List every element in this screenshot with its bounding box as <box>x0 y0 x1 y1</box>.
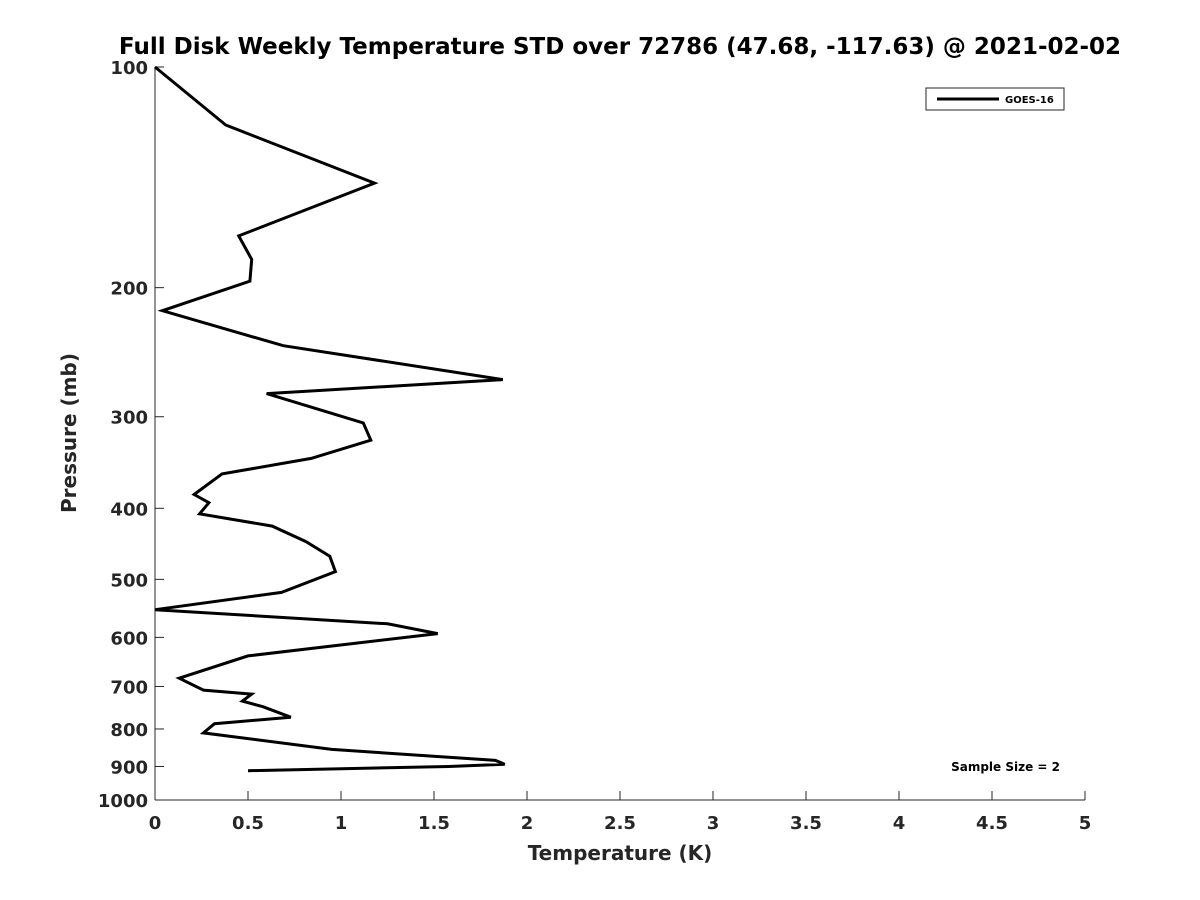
y-tick-label: 400 <box>110 499 148 520</box>
y-tick-label: 1000 <box>98 791 148 812</box>
sample-size-annotation: Sample Size = 2 <box>951 760 1060 774</box>
y-axis-ticks: 100 200 300 400 500 600 700 800 900 1000 <box>98 58 164 812</box>
legend-entry-goes-16: GOES-16 <box>1005 95 1054 106</box>
y-tick-label: 300 <box>110 408 148 429</box>
x-tick-label: 4 <box>893 813 906 834</box>
x-tick-label: 3 <box>707 813 720 834</box>
legend: GOES-16 <box>925 87 1065 111</box>
x-tick-label: 5 <box>1079 813 1092 834</box>
y-tick-label: 100 <box>110 58 148 79</box>
x-tick-label: 2 <box>521 813 534 834</box>
series-line-goes-16 <box>154 65 506 773</box>
x-tick-label: 2.5 <box>604 813 636 834</box>
x-axis-label: Temperature (K) <box>528 841 713 865</box>
x-axis-ticks: 0 0.5 1 1.5 2 2.5 3 3.5 4 4.5 5 <box>149 791 1092 834</box>
x-tick-label: 1.5 <box>418 813 450 834</box>
x-tick-label: 3.5 <box>790 813 822 834</box>
y-tick-label: 600 <box>110 628 148 649</box>
x-tick-label: 4.5 <box>976 813 1008 834</box>
y-axis-label: Pressure (mb) <box>57 353 81 513</box>
x-tick-label: 0.5 <box>232 813 264 834</box>
y-tick-label: 800 <box>110 720 148 741</box>
y-tick-label: 900 <box>110 757 148 778</box>
y-tick-label: 700 <box>110 677 148 698</box>
chart-title: Full Disk Weekly Temperature STD over 72… <box>119 34 1121 60</box>
y-tick-label: 500 <box>110 570 148 591</box>
x-tick-label: 0 <box>149 813 162 834</box>
y-tick-label: 200 <box>110 279 148 300</box>
x-tick-label: 1 <box>335 813 348 834</box>
